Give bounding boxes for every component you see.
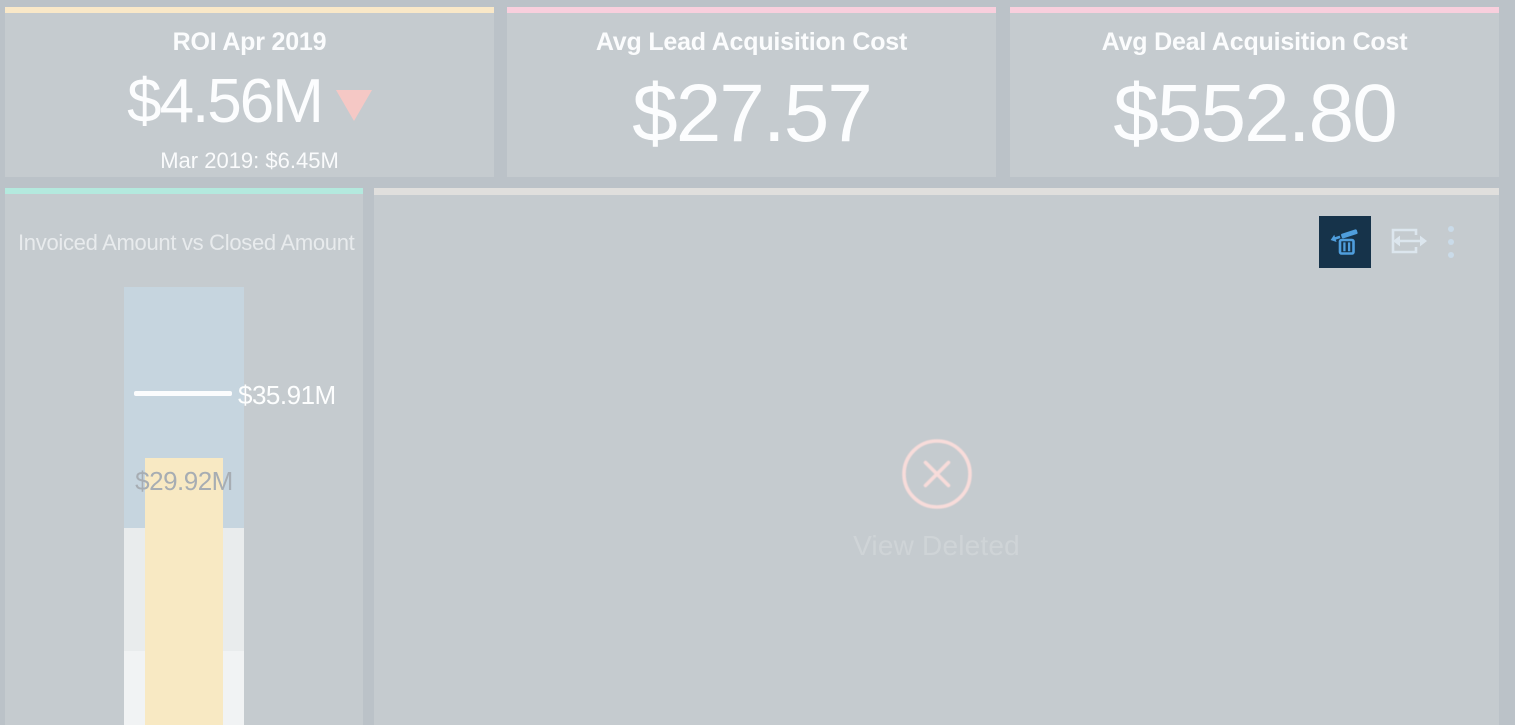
kpi-title: Avg Lead Acquisition Cost <box>595 28 908 56</box>
more-options-button[interactable] <box>1443 222 1459 262</box>
kpi-card-avg-lead-cost: Avg Lead Acquisition Cost $27.57 <box>507 7 996 177</box>
kpi-card-roi: ROI Apr 2019 $4.56M Mar 2019: $6.45M <box>5 7 494 177</box>
kpi-card-avg-deal-cost: Avg Deal Acquisition Cost $552.80 <box>1010 7 1499 177</box>
kpi-value: $4.56M <box>127 67 324 136</box>
view-deleted-toggle-button[interactable] <box>1319 216 1371 268</box>
target-value-label: $35.91M <box>238 380 336 410</box>
actual-value-label: $29.92M <box>135 466 233 496</box>
trash-restore-icon <box>1327 224 1363 260</box>
card-accent-bar <box>5 188 363 194</box>
kpi-value-row: $4.56M <box>5 71 494 133</box>
kpi-title: Avg Deal Acquisition Cost <box>1101 28 1408 56</box>
card-accent-bar <box>1010 7 1499 13</box>
view-deleted-empty-state: View Deleted <box>374 437 1499 562</box>
card-accent-bar <box>507 7 996 13</box>
target-line <box>134 391 232 396</box>
box-arrow-icon <box>1385 224 1429 260</box>
panel-accent-bar <box>374 188 1499 195</box>
triangle-down-icon <box>335 89 372 121</box>
export-view-button[interactable] <box>1385 222 1429 262</box>
closed-amount-bar <box>145 458 223 725</box>
view-deleted-label: View Deleted <box>853 530 1020 561</box>
vertical-ellipsis-icon <box>1448 226 1454 258</box>
deleted-view-panel: View Deleted <box>374 188 1499 725</box>
kpi-value-row: $552.80 <box>1010 71 1499 155</box>
kpi-comparison: Mar 2019: $6.45M <box>160 148 339 173</box>
panel-toolbar <box>1319 214 1459 270</box>
kpi-value: $27.57 <box>632 68 873 159</box>
card-accent-bar <box>5 7 494 13</box>
kpi-title: ROI Apr 2019 <box>172 28 327 56</box>
chart-widget-invoiced-vs-closed: Invoiced Amount vs Closed Amount $35.91M… <box>5 188 363 725</box>
circle-x-icon <box>900 437 974 511</box>
kpi-value: $552.80 <box>1113 68 1397 159</box>
kpi-value-row: $27.57 <box>507 71 996 155</box>
chart-title: Invoiced Amount vs Closed Amount <box>18 230 355 255</box>
